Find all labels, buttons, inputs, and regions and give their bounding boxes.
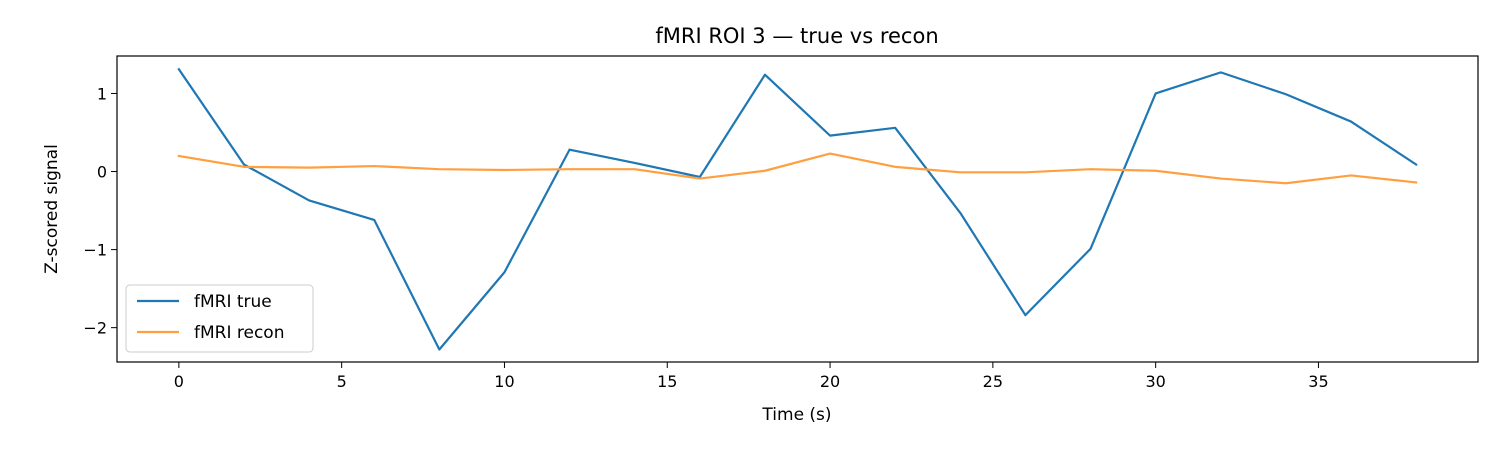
series-layer: [177, 67, 1418, 351]
x-tick-label: 0: [174, 372, 184, 391]
y-tick-label: −1: [83, 241, 107, 260]
x-tick-label: 25: [983, 372, 1003, 391]
y-axis-title: Z-scored signal: [42, 144, 62, 274]
x-tick-label: 15: [657, 372, 677, 391]
chart-title: fMRI ROI 3 — true vs recon: [655, 24, 938, 48]
x-tick-label: 35: [1308, 372, 1328, 391]
y-tick-label: 1: [97, 84, 107, 103]
legend-label-recon: fMRI recon: [194, 323, 284, 343]
y-axis: 1 0 −1 −2: [83, 84, 117, 338]
legend: fMRI true fMRI recon: [125, 284, 314, 353]
legend-label-true: fMRI true: [194, 292, 272, 312]
x-axis-title: Time (s): [761, 405, 831, 425]
x-tick-label: 10: [494, 372, 514, 391]
x-tick-label: 5: [337, 372, 347, 391]
y-tick-label: 0: [97, 163, 107, 182]
series-line-1: [177, 152, 1418, 185]
x-tick-label: 20: [820, 372, 840, 391]
x-tick-label: 30: [1145, 372, 1165, 391]
series-line-0: [177, 67, 1418, 351]
plot-frame: [116, 55, 1479, 363]
y-tick-label: −2: [83, 319, 107, 338]
x-axis: 0 5 10 15 20 25 30 35: [174, 362, 1329, 391]
